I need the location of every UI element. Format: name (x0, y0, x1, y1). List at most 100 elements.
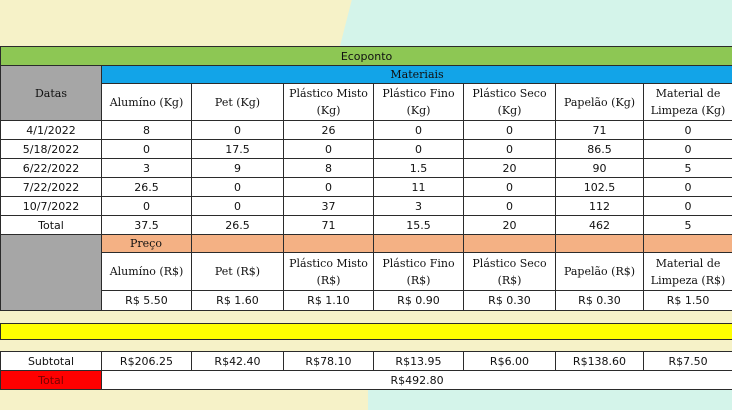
ecoponto-table: Ecoponto Datas Materiais Alumíno (Kg) Pet… (0, 46, 732, 390)
quantity-cell[interactable]: 0 (373, 120, 464, 140)
subtotal-cell[interactable]: R$42.40 (191, 351, 284, 371)
quantity-cell[interactable]: 1.5 (373, 158, 464, 178)
quantity-cell[interactable]: 0 (463, 120, 556, 140)
quantity-cell[interactable]: 17.5 (191, 139, 284, 159)
date-cell[interactable]: 6/22/2022 (0, 158, 102, 178)
price-bar-cell (463, 234, 556, 253)
total-cell[interactable]: 5 (642, 215, 732, 235)
price-column-header: Papelão (R$) (555, 252, 644, 291)
quantity-cell[interactable]: 102.5 (555, 177, 644, 197)
price-cell[interactable]: R$ 0.30 (555, 290, 644, 311)
quantity-column-header: Plástico Seco (Kg) (463, 83, 556, 121)
quantity-cell[interactable]: 0 (463, 139, 556, 159)
price-column-header: Plástico Fino (R$) (373, 252, 464, 291)
quantity-cell[interactable]: 0 (642, 177, 732, 197)
quantity-cell[interactable]: 90 (555, 158, 644, 178)
quantity-column-header: Papelão (Kg) (555, 83, 644, 121)
empty-row (0, 339, 732, 352)
quantity-cell[interactable]: 37 (283, 196, 374, 216)
price-bar-cell (373, 234, 464, 253)
quantity-column-header: Alumíno (Kg) (101, 83, 192, 121)
separator-bar (0, 323, 732, 340)
quantity-cell[interactable]: 0 (191, 177, 284, 197)
price-header: Preço (101, 234, 192, 253)
price-bar-cell (191, 234, 284, 253)
price-column-header: Plástico Seco (R$) (463, 252, 556, 291)
quantity-cell[interactable]: 0 (463, 177, 556, 197)
price-cell[interactable]: R$ 0.30 (463, 290, 556, 311)
price-side-block (0, 234, 102, 311)
table-row: 4/1/2022 8 0 26 0 0 71 0 (0, 120, 732, 140)
quantity-column-header: Material de Limpeza (Kg) (642, 83, 732, 121)
quantity-cell[interactable]: 0 (283, 139, 374, 159)
date-cell[interactable]: 5/18/2022 (0, 139, 102, 159)
total-cell[interactable]: 26.5 (191, 215, 284, 235)
price-column-header: Alumíno (R$) (101, 252, 192, 291)
price-cell[interactable]: R$ 1.50 (642, 290, 732, 311)
quantity-cell[interactable]: 0 (642, 139, 732, 159)
subtotal-label: Subtotal (0, 351, 102, 371)
subtotal-cell[interactable]: R$78.10 (283, 351, 374, 371)
quantity-cell[interactable]: 0 (191, 120, 284, 140)
price-column-header: Pet (R$) (191, 252, 284, 291)
quantity-cell[interactable]: 8 (283, 158, 374, 178)
table-row: 6/22/2022 3 9 8 1.5 20 90 5 (0, 158, 732, 178)
total-cell[interactable]: 15.5 (373, 215, 464, 235)
price-cell[interactable]: R$ 5.50 (101, 290, 192, 311)
quantity-cell[interactable]: 0 (642, 196, 732, 216)
total-cell[interactable]: 71 (283, 215, 374, 235)
quantity-cell[interactable]: 9 (191, 158, 284, 178)
quantity-cell[interactable]: 8 (101, 120, 192, 140)
date-cell[interactable]: 10/7/2022 (0, 196, 102, 216)
quantity-cell[interactable]: 3 (373, 196, 464, 216)
subtotal-cell[interactable]: R$206.25 (101, 351, 192, 371)
date-cell[interactable]: 7/22/2022 (0, 177, 102, 197)
price-column-header: Material de Limpeza (R$) (642, 252, 732, 291)
quantity-cell[interactable]: 112 (555, 196, 644, 216)
table-row: 10/7/2022 0 0 37 3 0 112 0 (0, 196, 732, 216)
quantity-cell[interactable]: 0 (191, 196, 284, 216)
quantity-cell[interactable]: 26 (283, 120, 374, 140)
grand-total-value: R$492.80 (100, 370, 732, 390)
price-cell[interactable]: R$ 0.90 (373, 290, 464, 311)
subtotal-cell[interactable]: R$7.50 (642, 351, 732, 371)
dates-header: Datas (0, 65, 102, 121)
subtotal-cell[interactable]: R$13.95 (373, 351, 464, 371)
total-cell[interactable]: 20 (463, 215, 556, 235)
quantity-cell[interactable]: 3 (101, 158, 192, 178)
price-cell[interactable]: R$ 1.10 (283, 290, 374, 311)
quantity-column-header: Plástico Misto (Kg) (283, 83, 374, 121)
quantity-cell[interactable]: 0 (642, 120, 732, 140)
total-row: Total 37.5 26.5 71 15.5 20 462 5 (0, 215, 732, 235)
subtotal-cell[interactable]: R$138.60 (555, 351, 644, 371)
quantity-cell[interactable]: 26.5 (101, 177, 192, 197)
quantity-cell[interactable]: 86.5 (555, 139, 644, 159)
quantity-cell[interactable]: 71 (555, 120, 644, 140)
price-bar-cell (283, 234, 374, 253)
total-label[interactable]: Total (0, 215, 102, 235)
price-cell[interactable]: R$ 1.60 (191, 290, 284, 311)
quantity-cell[interactable]: 0 (373, 139, 464, 159)
sheet-background-accent (340, 0, 732, 46)
table-title: Ecoponto (0, 46, 732, 66)
quantity-cell[interactable]: 0 (283, 177, 374, 197)
quantity-cell[interactable]: 0 (101, 196, 192, 216)
quantity-column-header: Pet (Kg) (191, 83, 284, 121)
table-row: 7/22/2022 26.5 0 0 11 0 102.5 0 (0, 177, 732, 197)
table-row: 5/18/2022 0 17.5 0 0 0 86.5 0 (0, 139, 732, 159)
quantity-column-header: Plástico Fino (Kg) (373, 83, 464, 121)
quantity-cell[interactable]: 11 (373, 177, 464, 197)
total-cell[interactable]: 37.5 (101, 215, 192, 235)
empty-row (0, 310, 732, 324)
subtotal-cell[interactable]: R$6.00 (463, 351, 556, 371)
quantity-cell[interactable]: 0 (101, 139, 192, 159)
price-bar-cell (642, 234, 732, 253)
grand-total-label: Total (0, 370, 102, 390)
quantity-cell[interactable]: 5 (642, 158, 732, 178)
date-cell[interactable]: 4/1/2022 (0, 120, 102, 140)
price-bar-cell (555, 234, 644, 253)
total-cell[interactable]: 462 (555, 215, 644, 235)
price-column-header: Plástico Misto (R$) (283, 252, 374, 291)
quantity-cell[interactable]: 20 (463, 158, 556, 178)
quantity-cell[interactable]: 0 (463, 196, 556, 216)
